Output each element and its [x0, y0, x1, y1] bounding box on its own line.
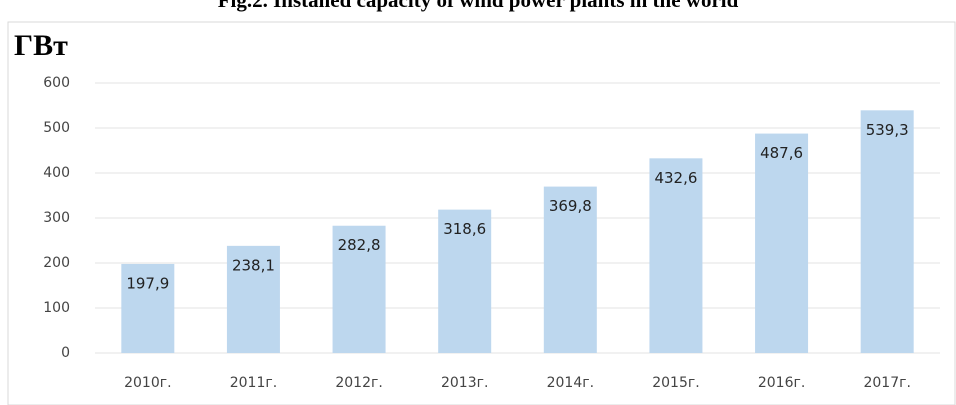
y-tick-label: 0	[61, 345, 70, 361]
y-tick-label: 200	[43, 255, 70, 271]
y-tick-label: 300	[43, 210, 70, 226]
data-label: 369,8	[549, 197, 592, 215]
data-label: 197,9	[126, 274, 169, 292]
x-tick-label: 2012г.	[335, 375, 382, 391]
data-label: 539,3	[866, 121, 909, 139]
data-label: 487,6	[760, 144, 803, 162]
x-tick-label: 2010г.	[124, 375, 171, 391]
y-tick-label: 400	[43, 165, 70, 181]
x-tick-label: 2017г.	[863, 375, 910, 391]
data-label: 282,8	[338, 236, 381, 254]
chart-border	[7, 21, 956, 405]
bar	[543, 186, 597, 353]
x-tick-label: 2016г.	[758, 375, 805, 391]
bar	[755, 133, 809, 353]
bar	[121, 263, 175, 353]
x-tick-label: 2011г.	[230, 375, 277, 391]
x-tick-label: 2015г.	[652, 375, 699, 391]
bar	[226, 245, 280, 353]
data-label: 238,1	[232, 256, 275, 274]
x-tick-label: 2014г.	[547, 375, 594, 391]
y-tick-label: 500	[43, 120, 70, 136]
bar	[860, 110, 914, 353]
bar	[438, 209, 492, 353]
y-axis-label: ГВт	[14, 29, 68, 62]
bar	[332, 225, 386, 353]
chart-title: Fig.2. Installed capacity of wind power …	[218, 0, 739, 12]
y-tick-label: 600	[43, 75, 70, 91]
data-label: 318,6	[443, 220, 486, 238]
y-tick-label: 100	[43, 300, 70, 316]
bar	[649, 158, 703, 353]
x-tick-label: 2013г.	[441, 375, 488, 391]
data-label: 432,6	[654, 169, 697, 187]
